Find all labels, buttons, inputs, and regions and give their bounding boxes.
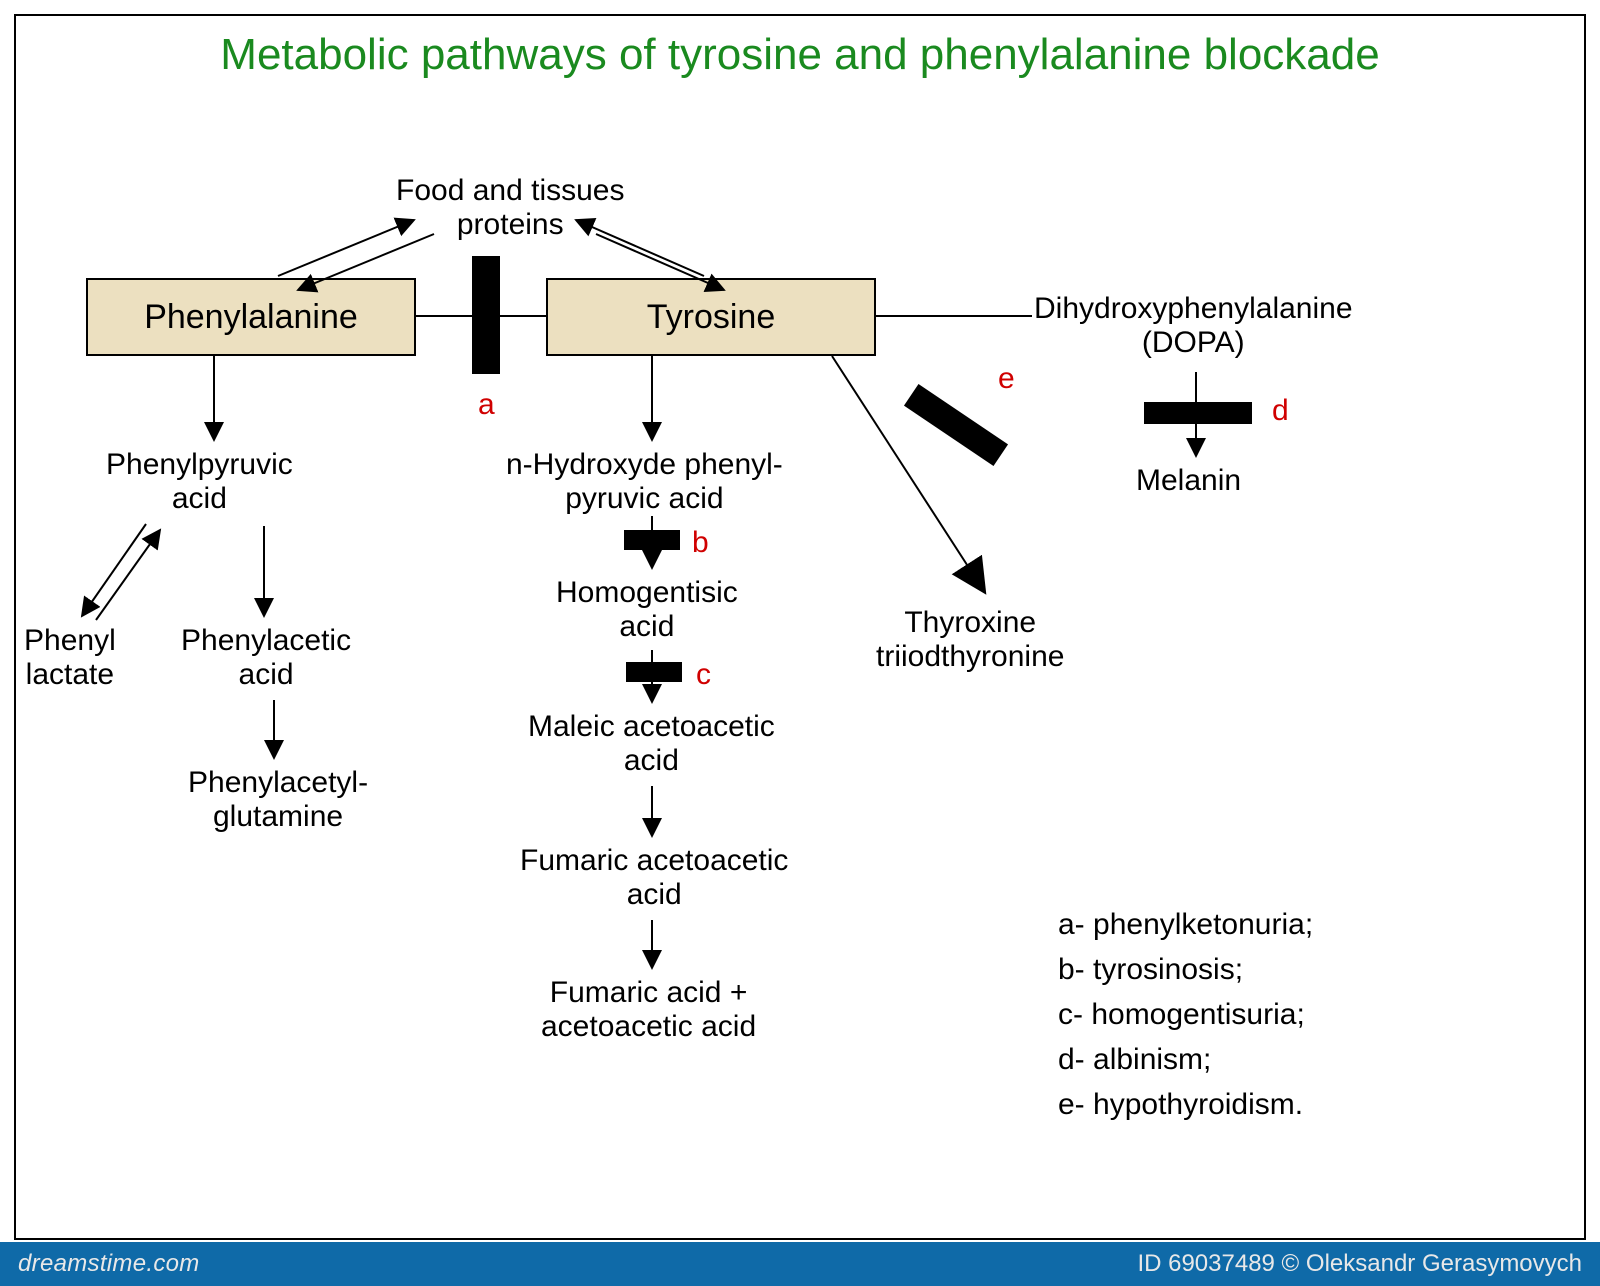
- node-label: Phenylalanine: [144, 298, 358, 337]
- block-label-d: d: [1272, 394, 1289, 428]
- label-fumaric-plus: Fumaric acid + acetoacetic acid: [541, 976, 756, 1043]
- diagram-frame: Metabolic pathways of tyrosine and pheny…: [14, 14, 1586, 1240]
- block-d: [1144, 402, 1252, 424]
- label-melanin: Melanin: [1136, 464, 1241, 498]
- label-fumaric-aceto: Fumaric acetoacetic acid: [520, 844, 788, 911]
- footer-left: dreamstime.com: [18, 1250, 200, 1278]
- block-e: [904, 384, 1008, 466]
- label-maleic: Maleic acetoacetic acid: [528, 710, 775, 777]
- legend-item: c- homogentisuria;: [1058, 992, 1313, 1037]
- legend-item: b- tyrosinosis;: [1058, 947, 1313, 992]
- block-a: [472, 256, 500, 374]
- block-label-c: c: [696, 658, 711, 692]
- legend-item: a- phenylketonuria;: [1058, 902, 1313, 947]
- block-label-e: e: [998, 362, 1015, 396]
- label-dopa: Dihydroxyphenylalanine (DOPA): [1034, 292, 1353, 359]
- label-phenylacetylglutamine: Phenylacetyl- glutamine: [188, 766, 368, 833]
- block-c: [626, 662, 682, 682]
- legend-item: d- albinism;: [1058, 1037, 1313, 1082]
- label-homogentisic: Homogentisic acid: [556, 576, 738, 643]
- block-label-a: a: [478, 388, 495, 422]
- legend: a- phenylketonuria; b- tyrosinosis; c- h…: [1058, 902, 1313, 1127]
- label-thyroxine: Thyroxine triiodthyronine: [876, 606, 1064, 673]
- node-phenylalanine: Phenylalanine: [86, 278, 416, 356]
- label-phenylacetic: Phenylacetic acid: [181, 624, 351, 691]
- footer-bar: dreamstime.com ID 69037489 © Oleksandr G…: [0, 1242, 1600, 1286]
- node-tyrosine: Tyrosine: [546, 278, 876, 356]
- label-phenyl-lactate: Phenyl lactate: [24, 624, 116, 691]
- page-title: Metabolic pathways of tyrosine and pheny…: [16, 30, 1584, 81]
- label-phenylpyruvic: Phenylpyruvic acid: [106, 448, 293, 515]
- footer-right: ID 69037489 © Oleksandr Gerasymovych: [1137, 1250, 1582, 1278]
- label-nhydroxyde: n-Hydroxyde phenyl- pyruvic acid: [506, 448, 783, 515]
- block-b: [624, 530, 680, 550]
- node-label: Tyrosine: [647, 298, 776, 337]
- label-food-proteins: Food and tissues proteins: [396, 174, 624, 241]
- block-label-b: b: [692, 526, 709, 560]
- legend-item: e- hypothyroidism.: [1058, 1082, 1313, 1127]
